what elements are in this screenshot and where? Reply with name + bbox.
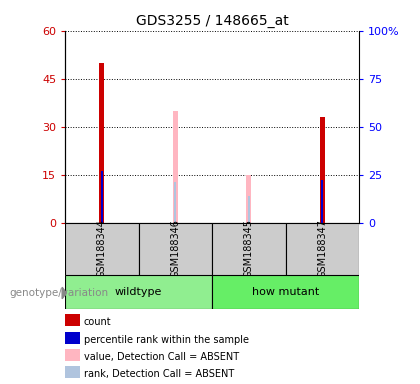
Bar xyxy=(65,275,212,309)
Bar xyxy=(246,175,252,223)
Text: GSM188347: GSM188347 xyxy=(318,219,327,278)
Bar xyxy=(248,196,250,223)
Bar xyxy=(99,63,105,223)
Text: GSM188345: GSM188345 xyxy=(244,219,254,278)
Text: wildtype: wildtype xyxy=(115,287,162,297)
Text: GSM188346: GSM188346 xyxy=(171,219,180,278)
Text: value, Detection Call = ABSENT: value, Detection Call = ABSENT xyxy=(84,352,239,362)
Text: count: count xyxy=(84,317,112,327)
Text: percentile rank within the sample: percentile rank within the sample xyxy=(84,334,249,344)
Bar xyxy=(101,171,103,223)
Bar xyxy=(65,223,139,275)
Text: how mutant: how mutant xyxy=(252,287,319,297)
Bar xyxy=(174,182,176,223)
Bar xyxy=(321,180,323,223)
Bar xyxy=(139,223,212,275)
Text: genotype/variation: genotype/variation xyxy=(9,288,108,298)
Text: GSM188344: GSM188344 xyxy=(97,219,107,278)
Bar xyxy=(212,275,359,309)
Text: rank, Detection Call = ABSENT: rank, Detection Call = ABSENT xyxy=(84,369,234,379)
Bar xyxy=(212,223,286,275)
Polygon shape xyxy=(62,287,66,299)
Bar xyxy=(173,111,178,223)
Bar xyxy=(286,223,359,275)
Bar xyxy=(320,117,325,223)
Title: GDS3255 / 148665_at: GDS3255 / 148665_at xyxy=(136,14,289,28)
